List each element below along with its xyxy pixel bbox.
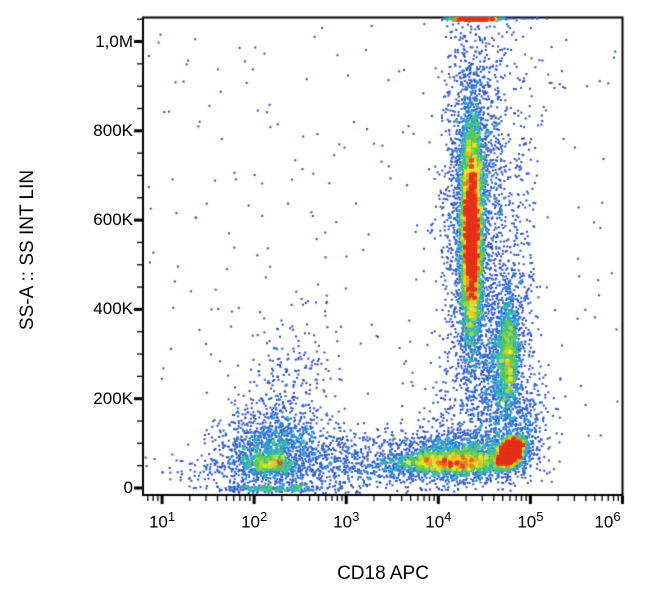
y-tick-label: 400K [93,299,133,319]
y-tick-label: 1,0M [95,31,133,51]
x-tick-label: 103 [333,509,360,532]
x-tick-label: 105 [517,509,544,532]
x-tick-label: 106 [594,509,621,532]
y-tick-label: 0 [123,477,133,497]
x-tick-label: 101 [148,509,176,532]
x-tick-label: 102 [241,509,268,532]
x-axis-title: CD18 APC [337,563,429,584]
x-tick-label: 104 [425,509,452,532]
y-tick-label: 600K [93,210,133,230]
y-tick-label: 800K [93,120,133,140]
y-tick-label: 200K [93,388,133,408]
